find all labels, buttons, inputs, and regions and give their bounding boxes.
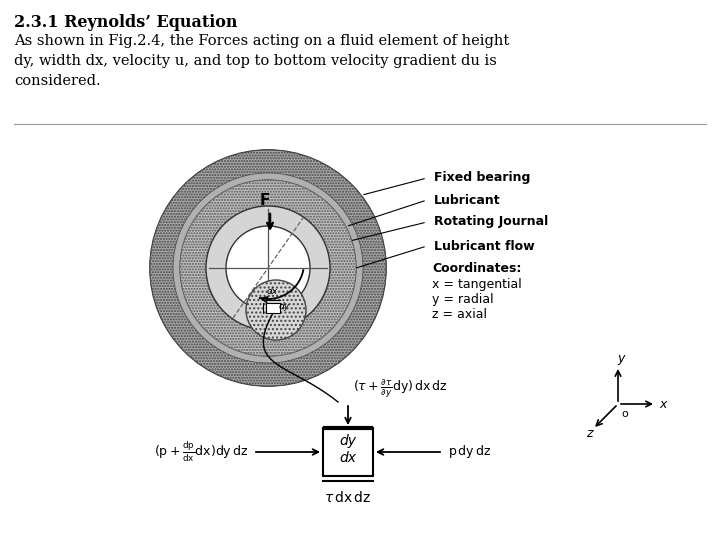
Text: dx: dx	[266, 287, 278, 296]
Text: o: o	[621, 409, 628, 419]
Circle shape	[150, 150, 386, 386]
Wedge shape	[180, 180, 356, 356]
Text: dx: dx	[340, 451, 356, 465]
Circle shape	[246, 280, 306, 340]
Text: $(\mathrm{p}+\frac{\mathrm{dp}}{\mathrm{dx}}\mathrm{dx})\mathrm{dy\,dz}$: $(\mathrm{p}+\frac{\mathrm{dp}}{\mathrm{…	[153, 440, 248, 464]
Text: $\tau\,\mathrm{dx\,dz}$: $\tau\,\mathrm{dx\,dz}$	[324, 490, 372, 505]
Bar	[266, 303, 280, 313]
Text: dy: dy	[279, 302, 289, 311]
Text: Lubricant: Lubricant	[434, 193, 500, 206]
Text: z: z	[586, 427, 593, 440]
Text: x: x	[659, 399, 667, 411]
Circle shape	[180, 180, 356, 356]
Text: Rotating Journal: Rotating Journal	[434, 215, 548, 228]
Text: F: F	[260, 193, 271, 208]
Text: $\mathrm{p\,dy\,dz}$: $\mathrm{p\,dy\,dz}$	[448, 443, 491, 461]
Text: Coordinates:: Coordinates:	[432, 262, 521, 275]
Text: y = radial: y = radial	[432, 293, 494, 306]
Wedge shape	[150, 150, 386, 386]
Text: $(\tau +\frac{\partial\tau}{\partial y}\mathrm{dy})\,\mathrm{dx\,dz}$: $(\tau +\frac{\partial\tau}{\partial y}\…	[353, 377, 448, 400]
Text: 2.3.1 Reynolds’ Equation: 2.3.1 Reynolds’ Equation	[14, 14, 238, 31]
Text: As shown in Fig.2.4, the Forces acting on a fluid element of height
dy, width dx: As shown in Fig.2.4, the Forces acting o…	[14, 34, 509, 88]
Text: x = tangential: x = tangential	[432, 278, 522, 291]
Circle shape	[206, 206, 330, 330]
Circle shape	[226, 226, 310, 310]
Text: dy: dy	[340, 434, 356, 448]
Text: z = axial: z = axial	[432, 308, 487, 321]
Text: y: y	[617, 352, 625, 365]
Text: Fixed bearing: Fixed bearing	[434, 172, 531, 185]
Text: Lubricant flow: Lubricant flow	[434, 240, 535, 253]
Bar	[323, 428, 373, 476]
